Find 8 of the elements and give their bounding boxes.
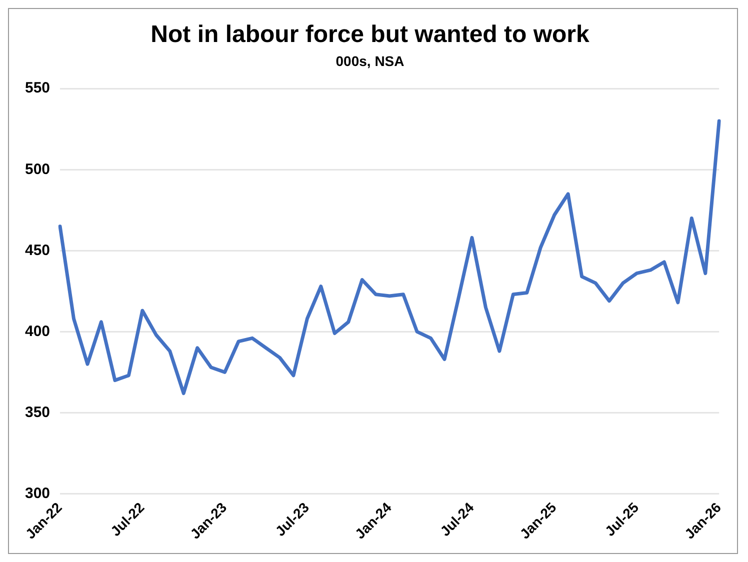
y-tick-label: 300 (24, 484, 50, 502)
y-tick-label: 450 (24, 242, 50, 259)
y-tick-label: 350 (24, 404, 50, 421)
chart-title: Not in labour force but wanted to work (150, 21, 590, 48)
y-tick-label: 400 (24, 322, 50, 340)
y-tick-label: 550 (24, 80, 50, 97)
y-tick-label: 500 (24, 160, 50, 178)
chart-subtitle: 000s, NSA (336, 53, 404, 70)
